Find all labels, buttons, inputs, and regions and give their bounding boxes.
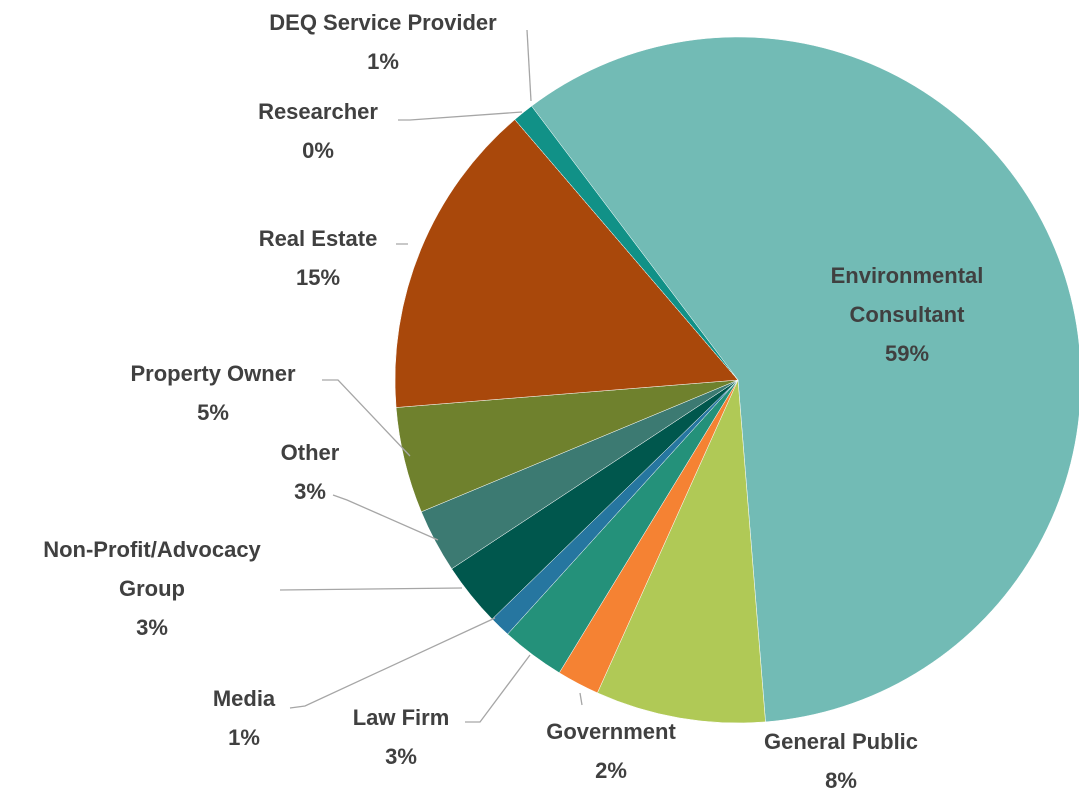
leader-line bbox=[465, 654, 531, 723]
category-name: Researcher bbox=[258, 99, 378, 124]
category-name: Law Firm bbox=[352, 705, 450, 730]
slice-label: DEQ Service Provider 1% bbox=[269, 3, 496, 81]
pie-slice bbox=[394, 119, 739, 408]
pie-slice bbox=[514, 105, 739, 381]
value-label: 1% bbox=[228, 725, 260, 750]
value-label: 5% bbox=[197, 400, 229, 425]
category-name: General Public bbox=[763, 729, 919, 754]
leader-line bbox=[398, 111, 523, 121]
slices bbox=[394, 36, 1079, 724]
slice-label: Law Firm 3% bbox=[353, 698, 450, 776]
leader-line bbox=[332, 494, 439, 541]
category-name: Government bbox=[546, 719, 676, 744]
slice-label: Researcher 0% bbox=[258, 92, 378, 170]
slice-label: Non-Profit/Advocacy Group 3% bbox=[12, 530, 292, 647]
value-label: 59% bbox=[884, 341, 930, 366]
category-name: DEQ Service Provider bbox=[269, 10, 497, 35]
category-name: Media bbox=[212, 686, 276, 711]
value-label: 15% bbox=[295, 265, 341, 290]
category-name: Other bbox=[280, 440, 340, 465]
leader-lines bbox=[279, 29, 583, 723]
leader-line bbox=[279, 587, 463, 591]
value-label: 8% bbox=[825, 768, 857, 790]
slice-label: Other 3% bbox=[281, 433, 340, 511]
value-label: 1% bbox=[367, 49, 399, 74]
leader-line bbox=[526, 29, 532, 102]
category-name: Property Owner bbox=[130, 361, 296, 386]
slice-label: Property Owner 5% bbox=[130, 354, 295, 432]
value-label: 3% bbox=[294, 479, 326, 504]
slice-label: General Public 8% bbox=[764, 722, 918, 790]
slice-label: Environmental Consultant 59% bbox=[807, 256, 1007, 373]
value-label: 2% bbox=[595, 758, 627, 783]
value-label: 3% bbox=[136, 615, 168, 640]
slice-label: Government 2% bbox=[546, 712, 676, 790]
pie-slice bbox=[531, 36, 1079, 723]
pie-slice bbox=[597, 379, 766, 724]
value-label: 3% bbox=[385, 744, 417, 769]
leader-line bbox=[579, 692, 583, 706]
category-name: Real Estate bbox=[258, 226, 378, 251]
slice-label: Media 1% bbox=[213, 679, 275, 757]
value-label: 0% bbox=[302, 138, 334, 163]
leader-line bbox=[322, 379, 411, 457]
category-name: Non-Profit/Advocacy Group bbox=[43, 537, 261, 601]
leader-line bbox=[289, 617, 496, 709]
slice-label: Real Estate 15% bbox=[259, 219, 378, 297]
category-name: Environmental Consultant bbox=[830, 263, 984, 327]
